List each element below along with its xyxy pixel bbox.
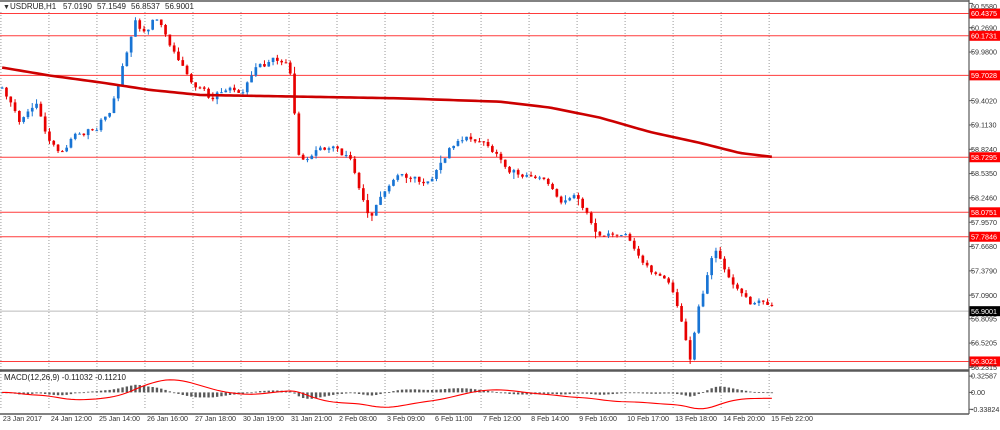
svg-text:57.6680: 57.6680	[971, 242, 997, 251]
svg-text:0.32587: 0.32587	[971, 372, 997, 381]
svg-text:USDRUB,H1: USDRUB,H1	[10, 2, 57, 11]
svg-text:57.7846: 57.7846	[971, 232, 997, 241]
svg-text:9 Feb 16:00: 9 Feb 16:00	[579, 415, 617, 423]
svg-text:59.4020: 59.4020	[971, 96, 997, 105]
svg-text:58.0751: 58.0751	[971, 208, 997, 217]
svg-text:13 Feb 18:00: 13 Feb 18:00	[675, 415, 717, 423]
svg-text:57.0900: 57.0900	[971, 291, 997, 300]
svg-text:57.3790: 57.3790	[971, 266, 997, 275]
svg-text:56.5205: 56.5205	[971, 339, 997, 348]
svg-text:26 Jan 16:00: 26 Jan 16:00	[147, 415, 188, 423]
svg-text:58.2460: 58.2460	[971, 194, 997, 203]
svg-text:58.7295: 58.7295	[971, 153, 997, 162]
svg-text:MACD(12,26,9) -0.11032 -0.1121: MACD(12,26,9) -0.11032 -0.11210	[4, 373, 127, 382]
svg-text:58.8240: 58.8240	[971, 145, 997, 154]
svg-text:59.7028: 59.7028	[971, 71, 997, 80]
svg-text:2 Feb 08:00: 2 Feb 08:00	[339, 415, 377, 423]
svg-text:-0.33824: -0.33824	[971, 405, 999, 414]
svg-text:6 Feb 11:00: 6 Feb 11:00	[435, 415, 472, 423]
svg-text:59.1130: 59.1130	[971, 121, 996, 130]
svg-text:10 Feb 17:00: 10 Feb 17:00	[627, 415, 669, 423]
svg-text:60.5580: 60.5580	[971, 2, 997, 11]
svg-text:60.1731: 60.1731	[971, 31, 997, 40]
svg-text:59.9800: 59.9800	[971, 48, 997, 57]
svg-text:24 Jan 12:00: 24 Jan 12:00	[51, 415, 92, 423]
svg-text:56.2315: 56.2315	[971, 363, 997, 372]
svg-text:56.8095: 56.8095	[971, 314, 997, 323]
svg-text:▼: ▼	[3, 4, 10, 11]
svg-text:57.9570: 57.9570	[971, 218, 997, 227]
svg-text:8 Feb 14:00: 8 Feb 14:00	[531, 415, 569, 423]
svg-text:27 Jan 18:00: 27 Jan 18:00	[195, 415, 236, 423]
svg-text:23 Jan 2017: 23 Jan 2017	[3, 415, 42, 423]
svg-text:7 Feb 12:00: 7 Feb 12:00	[483, 415, 521, 423]
svg-text:14 Feb 20:00: 14 Feb 20:00	[723, 415, 765, 423]
svg-text:56.8537: 56.8537	[131, 2, 160, 11]
svg-text:58.5350: 58.5350	[971, 169, 997, 178]
svg-text:3 Feb 09:00: 3 Feb 09:00	[387, 415, 425, 423]
svg-text:31 Jan 21:00: 31 Jan 21:00	[291, 415, 332, 423]
svg-text:15 Feb 22:00: 15 Feb 22:00	[771, 415, 813, 423]
svg-text:60.2690: 60.2690	[971, 23, 997, 32]
svg-text:57.1549: 57.1549	[97, 2, 126, 11]
svg-text:30 Jan 19:00: 30 Jan 19:00	[243, 415, 284, 423]
svg-text:56.9001: 56.9001	[165, 2, 194, 11]
svg-text:25 Jan 14:00: 25 Jan 14:00	[99, 415, 140, 423]
svg-text:0.00: 0.00	[971, 388, 985, 397]
svg-text:57.0190: 57.0190	[63, 2, 92, 11]
